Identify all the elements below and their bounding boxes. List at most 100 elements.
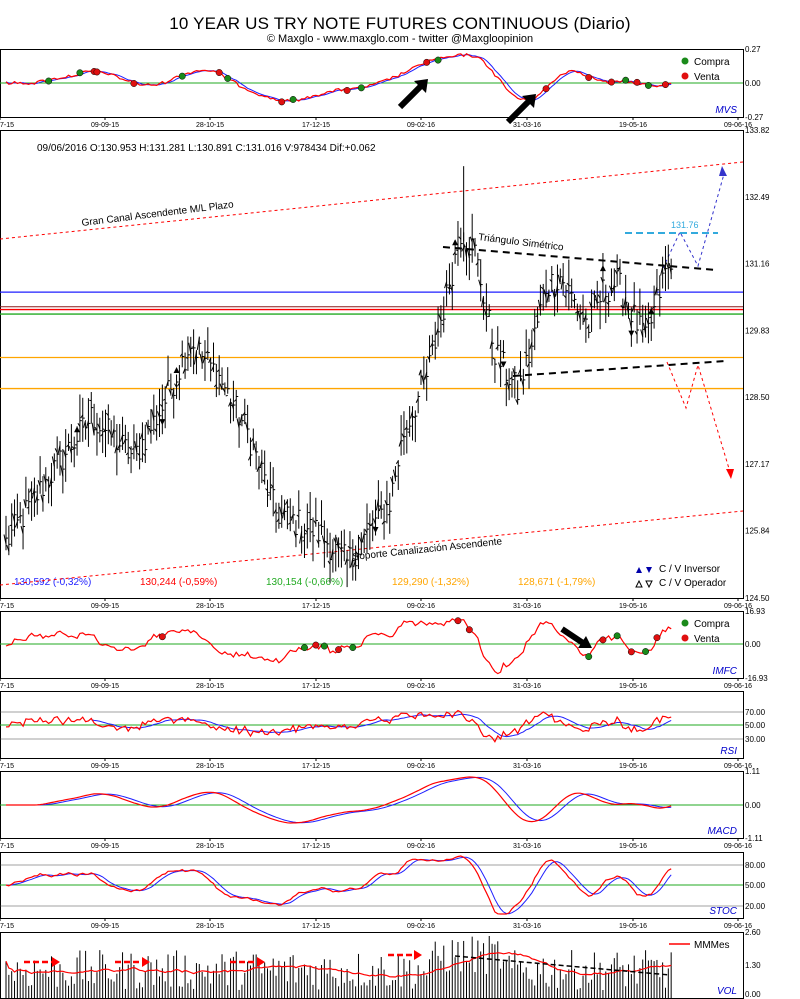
mvs-line	[5, 52, 672, 103]
macd-xtick-label: 09-09-15	[91, 843, 119, 850]
price-signal-marker	[74, 426, 81, 433]
price-bar-open	[117, 444, 121, 450]
lower-channel-line	[0, 510, 744, 586]
price-bar-open	[384, 499, 388, 506]
mvs-xtick-label: 09-06-16	[724, 122, 752, 129]
price-signal-marker	[500, 361, 507, 368]
mvs-buy-marker	[76, 69, 84, 77]
price-bar-open	[230, 402, 234, 409]
price-bar-open	[253, 444, 257, 454]
price-bar-open	[100, 433, 104, 437]
price-bar-open	[202, 355, 206, 364]
price-xtick-label: 19-05-16	[619, 603, 647, 610]
mvs-xtick-label: 31-03-16	[513, 122, 541, 129]
mvs-callout-arrowhead	[414, 79, 428, 93]
mvs-xtick-label: 09-02-16	[407, 122, 435, 129]
macd-xtick-label: 19-05-16	[619, 843, 647, 850]
stoc-xtick-label: 09-09-15	[91, 923, 119, 930]
price-ytick-label: 125.84	[745, 527, 770, 536]
macd-name: MACD	[708, 826, 737, 837]
price-bar-open	[435, 327, 439, 336]
price-bar-open	[628, 318, 632, 329]
price-bar-open	[103, 428, 106, 433]
stoc-d-line	[5, 856, 672, 915]
price-bar-open	[458, 236, 462, 240]
mvs-xtick-label: 28-10-15	[196, 122, 224, 129]
mvs-sell-marker	[633, 78, 641, 86]
price-bar-open	[370, 522, 374, 526]
price-bar-open	[48, 477, 52, 488]
mvs-callout-arrow	[397, 81, 426, 110]
price-bar-open	[353, 559, 357, 568]
price-bar-open	[447, 286, 450, 290]
price-bar-open	[401, 433, 405, 439]
price-bar-open	[23, 499, 27, 509]
price-bar-open	[245, 422, 249, 431]
price-bar-open	[592, 292, 595, 295]
price-bar-open	[537, 299, 541, 311]
vol-frame	[0, 932, 744, 999]
price-bar-open	[424, 372, 428, 380]
price-bar-open	[139, 432, 143, 440]
rsi-xtick-label: 28-10-15	[196, 763, 224, 770]
price-bar-open	[282, 507, 286, 519]
price-bar-open	[418, 369, 422, 376]
price-bar-open	[256, 465, 260, 473]
price-bar-open	[569, 291, 573, 295]
price-bar-open	[614, 269, 618, 275]
price-level-label: 130,592 (-0,32%)	[14, 577, 91, 588]
price-bar-open	[347, 545, 351, 549]
price-bar-open	[239, 414, 243, 424]
imfc-sell-marker	[454, 617, 462, 625]
imfc-sell-marker	[158, 633, 166, 641]
mvs-xtick-label: 17-12-15	[302, 122, 330, 129]
price-bar-open	[159, 404, 163, 408]
price-signal-marker	[159, 419, 166, 426]
bearish-projection-arrowhead	[726, 469, 734, 479]
price-bar-open	[97, 423, 101, 429]
price-bar-open	[80, 414, 84, 419]
price-bar-open	[236, 418, 240, 429]
price-bar-open	[504, 383, 507, 386]
imfc-buy-marker	[642, 648, 650, 655]
price-bar-open	[57, 444, 61, 455]
price-bar-open	[438, 314, 442, 321]
price-bar-open	[131, 448, 135, 450]
price-bar-open	[54, 448, 58, 453]
price-bar-open	[395, 460, 399, 465]
price-bar-open	[466, 248, 470, 259]
stoc-k-line	[5, 855, 672, 915]
macd-xtick-label: 7-15	[0, 843, 14, 850]
price-bar-open	[546, 291, 550, 303]
imfc-buy-marker	[320, 642, 328, 650]
price-bar-open	[211, 366, 214, 372]
price-signal-marker	[599, 265, 606, 272]
price-bar-open	[404, 426, 408, 431]
price-bar-open	[171, 390, 175, 399]
stoc-xtick-label: 17-12-15	[302, 923, 330, 930]
price-bar-open	[114, 445, 118, 454]
price-bar-open	[325, 541, 328, 544]
price-bar-open	[611, 284, 615, 293]
price-bar-open	[643, 322, 647, 335]
mvs-xtick-label: 7-15	[0, 122, 14, 129]
price-bar-open	[185, 357, 189, 359]
imfc-buy-marker	[349, 644, 357, 651]
vol-panel: 7-1509-09-1528-10-1517-12-1509-02-1631-0…	[0, 928, 761, 999]
rsi-line	[5, 709, 672, 743]
price-bar-open	[594, 294, 598, 305]
vol-ytick-label: 0.00	[745, 990, 761, 999]
imfc-frame	[0, 611, 744, 679]
legend-investor-buy-icon	[636, 567, 642, 573]
price-bar-open	[520, 378, 524, 387]
mvs-callout-arrowhead	[522, 94, 536, 108]
price-bar-open	[472, 238, 476, 250]
price-bar-open	[552, 289, 556, 300]
price-bar-open	[176, 382, 180, 387]
target-label: 131.76	[671, 220, 699, 230]
price-level-label: 130,244 (-0,59%)	[140, 577, 217, 588]
price-bar-open	[665, 262, 669, 269]
vol-ytick-label: 1.30	[745, 961, 761, 970]
price-ytick-label: 132.49	[745, 193, 770, 202]
price-bar-open	[410, 411, 413, 419]
